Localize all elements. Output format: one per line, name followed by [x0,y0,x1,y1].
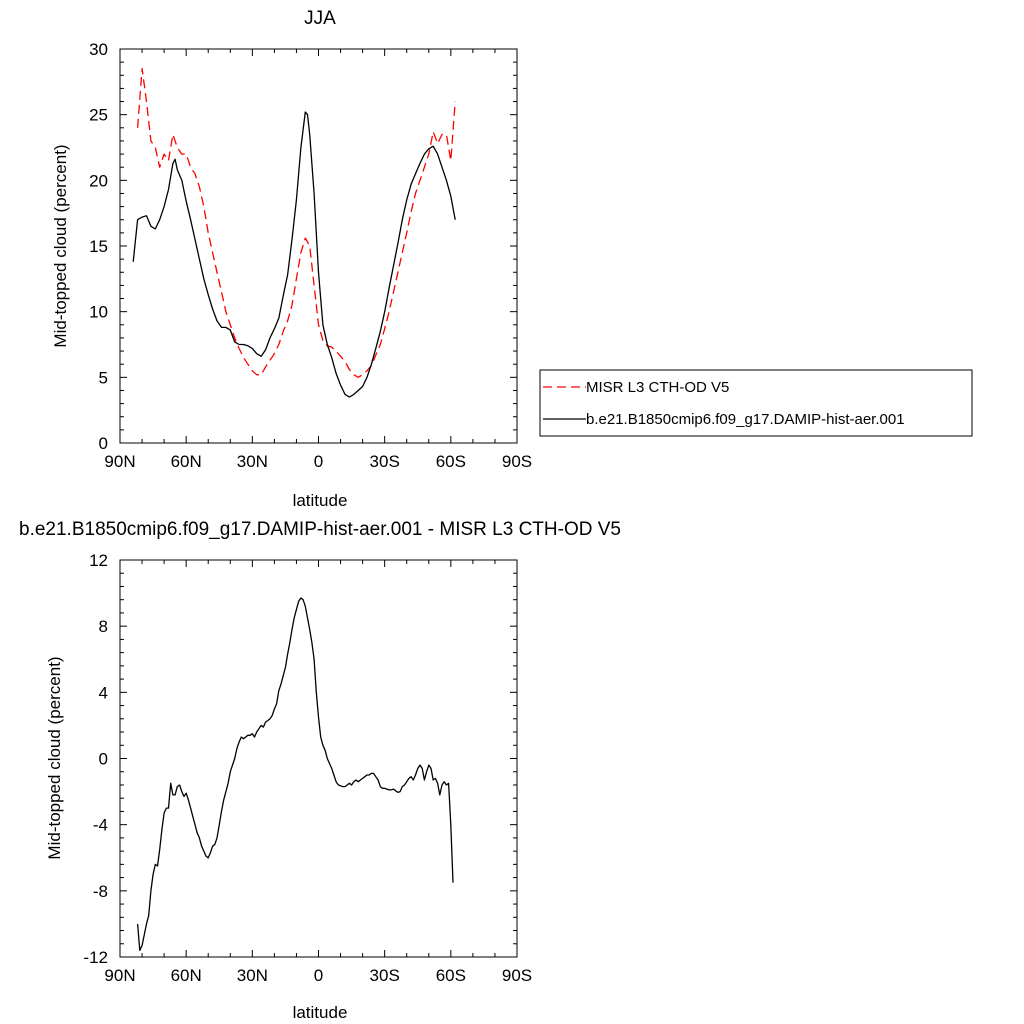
top-ticks: 90N 60N 30N 0 30S 60S 90S 0 5 10 15 20 25 30 [89,40,532,471]
top-series-layer [132,68,456,398]
bottom-y-tick-label: 0 [99,750,108,769]
bottom-x-tick-label: 90N [104,966,135,985]
top-y-tick-label: 30 [89,40,108,59]
legend-label-model: b.e21.B1850cmip6.f09_g17.DAMIP-hist-aer.… [586,411,905,428]
bottom-x-tick-label: 0 [314,966,323,985]
top-y-tick-label: 0 [99,434,108,453]
legend-box [539,369,973,437]
top-plot-frame [119,48,518,444]
bottom-x-tick-label: 60N [171,966,202,985]
panel-top: JJA 90N 60N 30N 0 30S 60S 90S 0 5 10 15 20 25 30 lati… [51,8,532,510]
bottom-plot-frame [119,559,518,958]
top-series-line-1 [132,111,456,398]
bottom-x-tick-label: 30S [370,966,400,985]
bottom-y-tick-label: -12 [83,948,108,967]
top-y-tick-label: 20 [89,171,108,190]
bottom-y-tick-label: 12 [89,551,108,570]
top-x-axis-label: latitude [293,491,348,510]
top-y-tick-label: 10 [89,303,108,322]
top-x-tick-label: 90S [502,452,532,471]
bottom-series-layer [136,597,454,952]
bottom-y-tick-label: 4 [99,683,108,702]
top-x-tick-label: 30N [237,452,268,471]
legend-label-misr: MISR L3 CTH-OD V5 [586,379,729,396]
legend: MISR L3 CTH-OD V5 b.e21.B1850cmip6.f09_g… [539,369,973,437]
top-x-tick-label: 60S [436,452,466,471]
panel-bottom: b.e21.B1850cmip6.f09_g17.DAMIP-hist-aer.… [19,519,621,1022]
top-series-line-0 [136,68,456,378]
top-y-tick-label: 15 [89,237,108,256]
bottom-series-line-0 [136,597,454,952]
bottom-chart-title: b.e21.B1850cmip6.f09_g17.DAMIP-hist-aer.… [19,519,621,540]
top-y-tick-label: 25 [89,106,108,125]
bottom-x-tick-label: 60S [436,966,466,985]
top-x-tick-label: 60N [171,452,202,471]
top-x-tick-label: 90N [104,452,135,471]
top-y-tick-label: 5 [99,368,108,387]
bottom-y-tick-label: 8 [99,617,108,636]
bottom-x-tick-label: 30N [237,966,268,985]
bottom-y-tick-label: -4 [93,816,108,835]
top-x-tick-label: 0 [314,452,323,471]
top-chart-title: JJA [304,8,336,29]
top-y-axis-label: Mid-topped cloud (percent) [51,144,70,347]
bottom-x-tick-label: 90S [502,966,532,985]
top-x-tick-label: 30S [370,452,400,471]
bottom-y-axis-label: Mid-topped cloud (percent) [45,656,64,859]
bottom-ticks: 90N 60N 30N 0 30S 60S 90S -12 -8 -4 0 4 8 12 [83,551,532,985]
bottom-x-axis-label: latitude [293,1003,348,1022]
bottom-y-tick-label: -8 [93,882,108,901]
